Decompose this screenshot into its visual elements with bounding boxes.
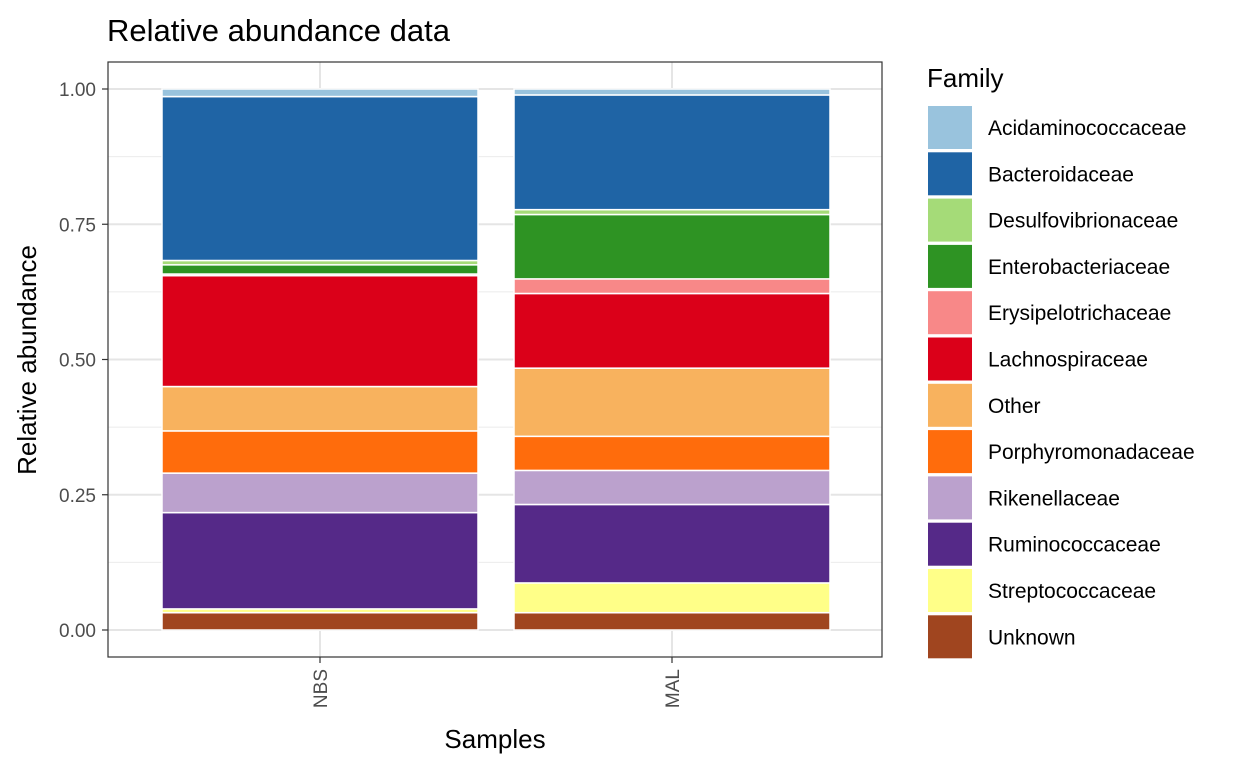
legend-swatch [928,198,972,242]
y-tick-label: 1.00 [59,80,96,101]
bar-segment-unknown [161,611,479,631]
y-tick-label: 0.25 [59,486,96,507]
legend-label: Streptococcaceae [988,580,1156,603]
bar-segment-bacteroidaceae [513,94,831,211]
legend-swatch [928,569,972,612]
legend-swatch [928,476,972,520]
legend: Acidaminococcaceae Bacteroidaceae Desulfov… [928,106,1195,659]
legend-label: Bacteroidaceae [988,163,1134,186]
bar-segment-porphyromonadaceae [513,435,831,472]
legend-label: Erysipelotrichaceae [988,302,1171,325]
legend-swatch [928,615,972,659]
legend-label: Lachnospiraceae [988,349,1148,372]
bar-segment-other [513,367,831,438]
legend-swatch [928,383,972,427]
y-tick-label: 0.50 [59,351,96,372]
legend-label: Porphyromonadaceae [988,441,1195,464]
chart-title: Relative abundance data [107,13,451,48]
bar-segment-unknown [513,611,831,631]
bar-segment-lachnospiraceae [513,292,831,369]
bar-segment-enterobacteriaceae [161,264,479,275]
y-axis-title: Relative abundance [12,245,42,475]
x-tick-label: MAL [663,669,684,708]
legend-title: Family [927,63,1004,93]
bars [161,88,831,631]
legend-swatch [928,337,972,381]
bar-segment-ruminococcaceae [161,511,479,610]
x-axis-title: Samples [444,724,545,754]
bar-segment-erysipelotrichaceae [513,278,831,295]
x-tick-label: NBS [311,669,332,708]
bar-segment-other [161,385,479,432]
y-axis: 0.00 0.25 0.50 0.75 1.00 [59,80,108,642]
legend-swatch [928,152,972,196]
bar-segment-enterobacteriaceae [513,213,831,280]
bar-segment-lachnospiraceae [161,274,479,388]
legend-label: Desulfovibrionaceae [988,210,1178,233]
legend-label: Other [988,395,1041,418]
bar-segment-porphyromonadaceae [161,430,479,474]
legend-swatch [928,291,972,335]
legend-swatch [928,430,972,474]
bar-segment-rikenellaceae [161,472,479,514]
legend-swatch [928,106,972,149]
bar-segment-rikenellaceae [513,469,831,506]
legend-label: Enterobacteriaceae [988,256,1170,279]
bar-segment-acidaminococcaceae [161,88,479,98]
x-axis: NBS MAL [311,657,684,708]
y-tick-label: 0.00 [59,621,96,642]
bar-segment-bacteroidaceae [161,95,479,262]
y-tick-label: 0.75 [59,215,96,236]
legend-label: Ruminococcaceae [988,534,1161,557]
bar-segment-ruminococcaceae [513,503,831,584]
legend-swatch [928,522,972,566]
bar-segment-acidaminococcaceae [513,88,831,96]
legend-label: Unknown [988,626,1076,649]
bar-segment-streptococcaceae [513,582,831,614]
legend-label: Rikenellaceae [988,487,1120,510]
legend-swatch [928,244,972,288]
legend-label: Acidaminococcaceae [988,117,1186,140]
